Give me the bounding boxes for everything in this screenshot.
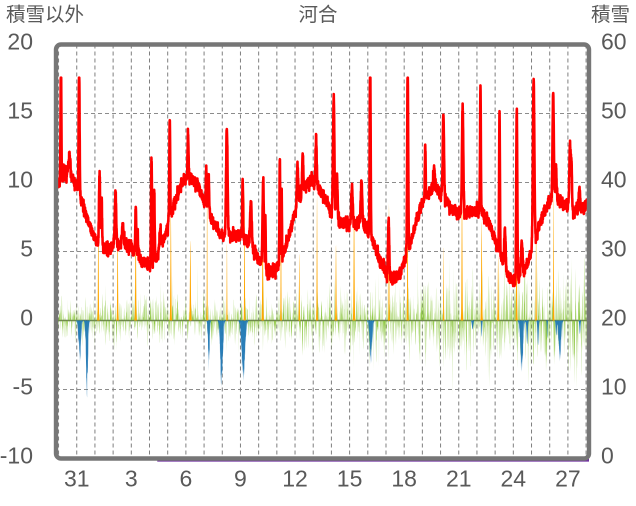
svg-text:50: 50	[601, 98, 627, 124]
svg-text:6: 6	[179, 466, 192, 492]
svg-text:10: 10	[601, 374, 627, 400]
svg-text:27: 27	[555, 466, 581, 492]
svg-text:21: 21	[446, 466, 472, 492]
svg-text:0: 0	[601, 443, 614, 469]
svg-text:-5: -5	[13, 374, 33, 400]
svg-text:31: 31	[64, 466, 90, 492]
svg-text:18: 18	[391, 466, 417, 492]
svg-text:-10: -10	[0, 443, 33, 469]
svg-text:9: 9	[234, 466, 247, 492]
svg-text:15: 15	[7, 98, 33, 124]
svg-text:積雪以外: 積雪以外	[6, 4, 84, 26]
svg-text:積雪: 積雪	[591, 4, 630, 26]
svg-text:12: 12	[282, 466, 308, 492]
svg-text:40: 40	[601, 167, 627, 193]
svg-text:20: 20	[7, 29, 33, 55]
svg-text:15: 15	[337, 466, 363, 492]
svg-text:0: 0	[20, 305, 33, 331]
svg-text:3: 3	[125, 466, 138, 492]
svg-text:10: 10	[7, 167, 33, 193]
svg-text:5: 5	[20, 236, 33, 262]
svg-text:20: 20	[601, 305, 627, 331]
svg-text:30: 30	[601, 236, 627, 262]
svg-text:60: 60	[601, 29, 627, 55]
svg-text:河合: 河合	[298, 4, 337, 26]
svg-text:24: 24	[501, 466, 527, 492]
